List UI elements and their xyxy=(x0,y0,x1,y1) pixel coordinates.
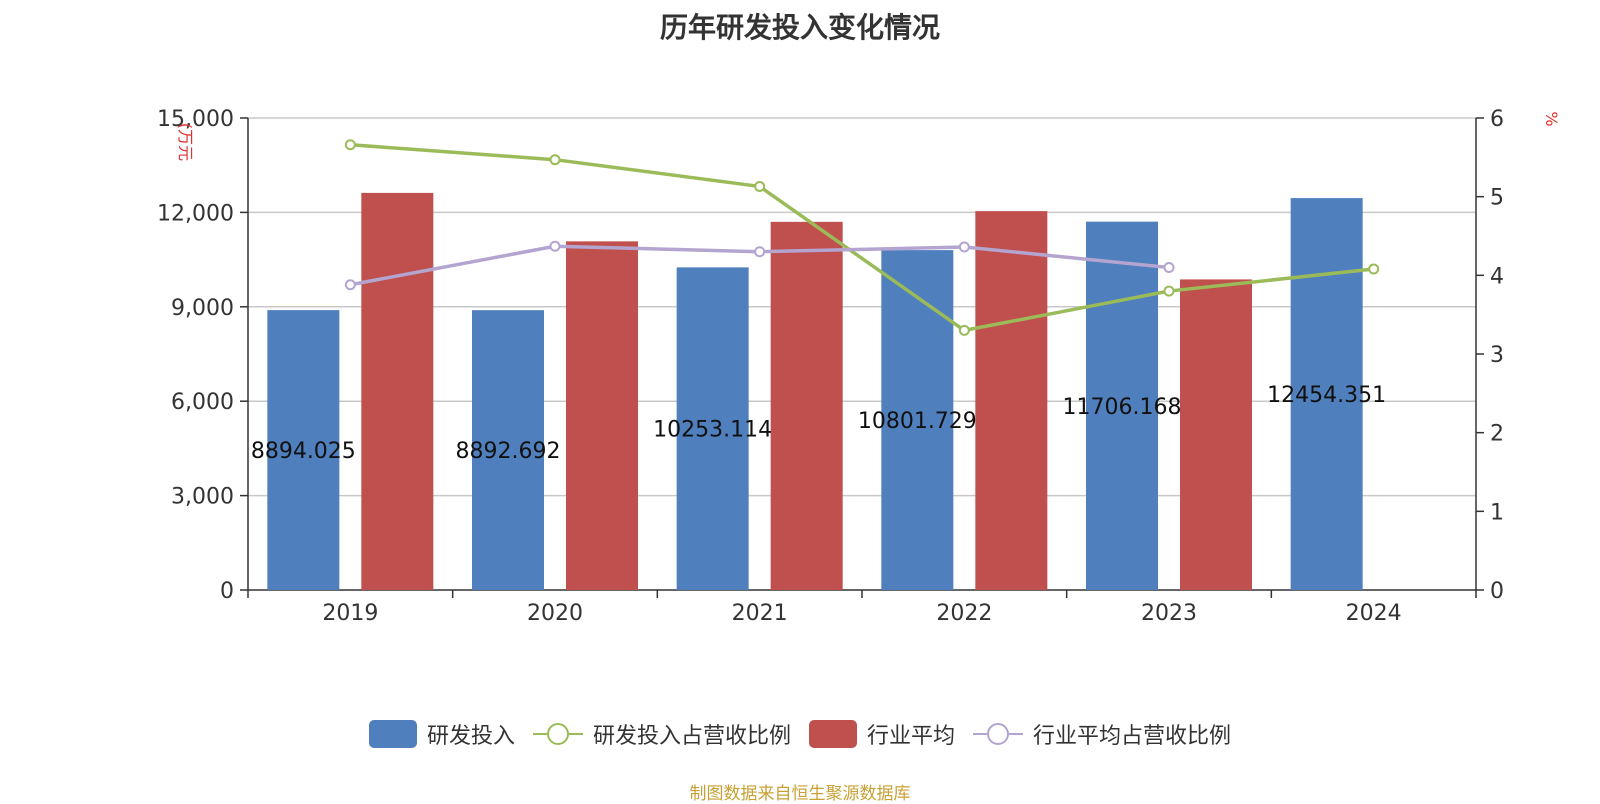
y-right-tick-label: 4 xyxy=(1490,264,1504,289)
bar-data-label: 8894.025 xyxy=(251,439,356,464)
bar-rd-investment xyxy=(1290,198,1363,590)
point-industry-ratio xyxy=(344,279,356,291)
y-right-tick-label: 5 xyxy=(1490,186,1504,211)
y-left-tick-label: 9,000 xyxy=(171,296,234,321)
point-industry-ratio xyxy=(754,246,766,258)
y-right-unit-label: % xyxy=(1542,111,1561,126)
bar-data-label: 8892.692 xyxy=(456,439,561,464)
y-right-tick-label: 6 xyxy=(1490,107,1504,132)
point-industry-ratio xyxy=(1163,261,1175,273)
legend-item[interactable]: 研发投入占营收比例 xyxy=(532,718,791,750)
y-right-tick-label: 3 xyxy=(1490,343,1504,368)
x-tick-label: 2023 xyxy=(1141,601,1197,626)
legend-label: 行业平均 xyxy=(867,724,956,749)
bar-industry-average xyxy=(361,192,434,590)
point-rd-ratio xyxy=(1163,285,1175,297)
bar-industry-average xyxy=(1180,279,1252,590)
x-tick-label: 2021 xyxy=(732,601,788,626)
legend-swatch-line xyxy=(532,723,583,745)
y-left-tick-label: 15,000 xyxy=(157,107,234,132)
source-note: 制图数据来自恒生聚源数据库 xyxy=(689,784,911,804)
point-rd-ratio xyxy=(958,324,970,336)
legend-label: 行业平均占营收比例 xyxy=(1033,724,1232,749)
y-left-unit-label: (万元 xyxy=(176,123,195,161)
y-left-tick-label: 6,000 xyxy=(171,390,234,415)
bar-rd-investment xyxy=(267,310,340,590)
x-tick-label: 2019 xyxy=(322,601,378,626)
bar-data-label: 12454.351 xyxy=(1267,383,1386,408)
y-left-tick-label: 12,000 xyxy=(157,201,234,226)
point-industry-ratio xyxy=(549,240,561,252)
legend-swatch-bar xyxy=(809,720,857,748)
x-tick-label: 2022 xyxy=(936,601,992,626)
y-left-tick-label: 0 xyxy=(220,579,234,604)
bar-rd-investment xyxy=(676,267,749,590)
legend-label: 研发投入占营收比例 xyxy=(592,724,791,749)
y-left-tick-label: 3,000 xyxy=(171,485,234,510)
x-tick-label: 2024 xyxy=(1346,601,1402,626)
bar-industry-average xyxy=(566,241,638,590)
bar-rd-investment xyxy=(472,310,544,590)
bar-data-label: 10801.729 xyxy=(858,409,977,434)
point-industry-ratio xyxy=(958,241,970,253)
line-rd-ratio xyxy=(350,143,1374,333)
legend-swatch-line xyxy=(973,723,1024,745)
y-right-tick-label: 0 xyxy=(1490,579,1504,604)
point-rd-ratio xyxy=(1368,263,1380,275)
legend-item[interactable]: 行业平均 xyxy=(809,718,955,750)
y-right-tick-label: 2 xyxy=(1490,422,1504,447)
point-rd-ratio xyxy=(344,139,356,151)
bar-rd-investment xyxy=(881,250,954,590)
x-tick-label: 2020 xyxy=(527,601,583,626)
y-right-tick-label: 1 xyxy=(1490,500,1504,525)
point-rd-ratio xyxy=(549,154,561,166)
legend: 研发投入 研发投入占营收比例 行业平均 行业平均占营收比例 xyxy=(0,718,1600,750)
bar-industry-average xyxy=(975,211,1048,590)
bar-data-label: 10253.114 xyxy=(653,418,772,443)
point-rd-ratio xyxy=(754,180,766,192)
bar-rd-investment xyxy=(1086,221,1158,590)
legend-item[interactable]: 研发投入 xyxy=(368,718,515,750)
legend-item[interactable]: 行业平均占营收比例 xyxy=(973,718,1231,750)
bar-industry-average xyxy=(770,221,843,590)
legend-swatch-bar xyxy=(368,720,417,748)
legend-label: 研发投入 xyxy=(426,724,515,749)
bar-data-label: 11706.168 xyxy=(1063,395,1182,420)
chart-title: 历年研发投入变化情况 xyxy=(659,11,940,44)
